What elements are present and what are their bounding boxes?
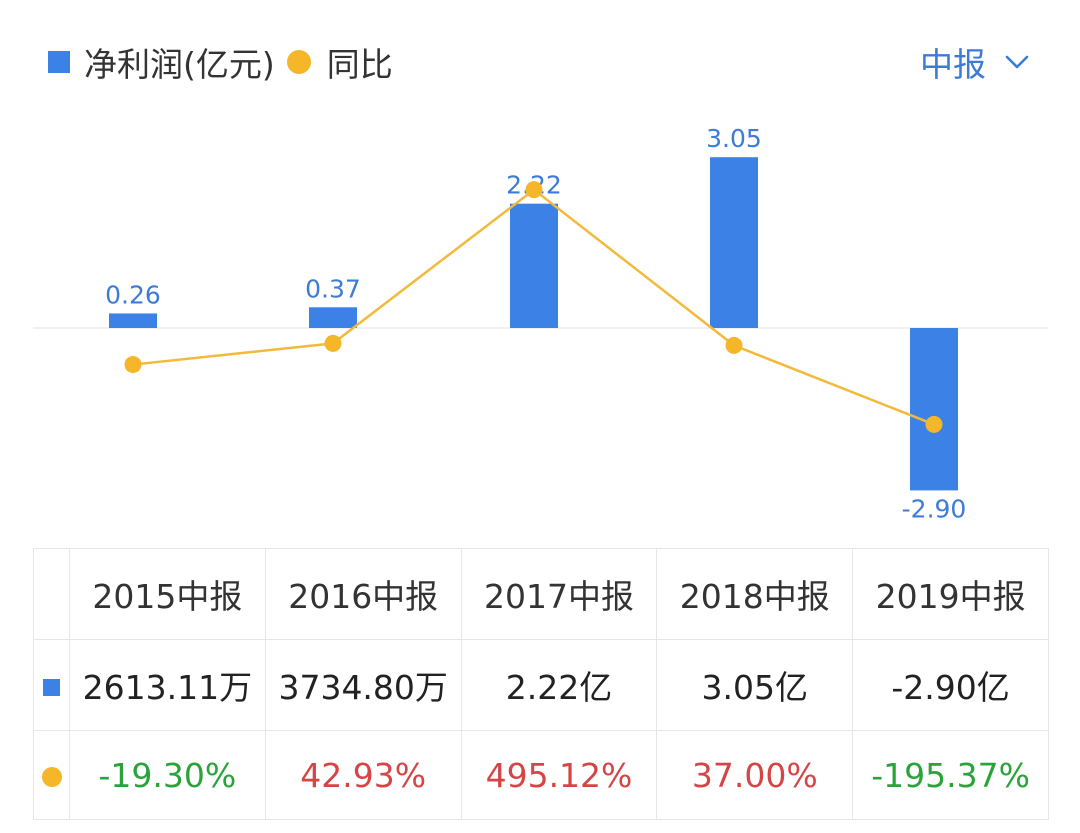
- table-cell: -2.90亿: [852, 639, 1049, 731]
- row-marker-cell: [33, 730, 70, 820]
- data-table: 2015中报 2016中报 2017中报 2018中报 2019中报 2613.…: [33, 548, 1049, 820]
- table-header-row: 2015中报 2016中报 2017中报 2018中报 2019中报: [33, 548, 1049, 640]
- bar-value-label-0: 0.26: [105, 280, 161, 309]
- table-header-cell: 2018中报: [656, 548, 854, 640]
- table-cell: -19.30%: [69, 730, 266, 820]
- table-cell: 2.22亿: [460, 639, 658, 731]
- table-header-cell: 2017中报: [460, 548, 658, 640]
- table-cell: 3734.80万: [264, 639, 462, 731]
- yoy-point-0: [124, 356, 142, 374]
- table-header-cell: 2019中报: [852, 548, 1049, 640]
- bar-series-marker: [43, 678, 60, 696]
- period-selector[interactable]: 中报: [920, 40, 1030, 84]
- chart-legend: 净利润(亿元) 同比: [48, 42, 393, 84]
- yoy-point-3: [725, 336, 743, 354]
- legend-bar-swatch: [48, 51, 70, 73]
- table-cell: 42.93%: [264, 730, 462, 820]
- bar-2: [510, 203, 558, 328]
- table-header-cell: 2016中报: [264, 548, 462, 640]
- profit-chart: 0.260.372.223.05-2.90: [33, 124, 1048, 523]
- yoy-point-1: [324, 334, 342, 352]
- bar-value-label-1: 0.37: [305, 274, 361, 303]
- legend-line-swatch: [286, 50, 311, 74]
- table-cell: 495.12%: [460, 730, 658, 820]
- table-row-yoy: -19.30% 42.93% 495.12% 37.00% -195.37%: [33, 730, 1049, 820]
- bar-4: [910, 328, 958, 491]
- period-selector-label: 中报: [920, 45, 986, 84]
- bar-0: [109, 313, 157, 328]
- table-cell: 37.00%: [656, 730, 854, 820]
- yoy-point-4: [925, 415, 943, 433]
- table-cell: 2613.11万: [69, 639, 266, 731]
- line-series-marker: [41, 767, 62, 787]
- yoy-point-2: [525, 181, 543, 199]
- table-cell: -195.37%: [852, 730, 1049, 820]
- row-marker-cell: [33, 639, 70, 731]
- bar-3: [710, 157, 758, 328]
- table-cell: 3.05亿: [656, 639, 854, 731]
- chevron-down-icon: [1005, 55, 1029, 69]
- bar-1: [309, 307, 357, 328]
- legend-line-label: 同比: [326, 45, 393, 84]
- table-row-profit: 2613.11万 3734.80万 2.22亿 3.05亿 -2.90亿: [33, 639, 1049, 731]
- table-corner-cell: [33, 548, 70, 640]
- bar-value-label-3: 3.05: [706, 124, 762, 153]
- legend-bar-label: 净利润(亿元): [84, 45, 275, 84]
- table-header-cell: 2015中报: [69, 548, 266, 640]
- bar-value-label-4: -2.90: [902, 494, 967, 523]
